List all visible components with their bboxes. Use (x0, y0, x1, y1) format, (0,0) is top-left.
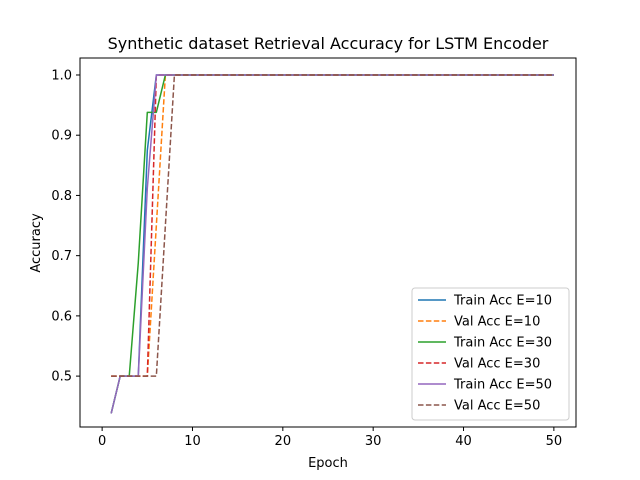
x-axis-label: Epoch (308, 456, 348, 471)
series-layer (110, 74, 554, 414)
legend: Train Acc E=10 Val Acc E=10 Train Acc E=30… (411, 287, 570, 421)
y-tick-label: 0.8 (51, 189, 72, 204)
legend-label-train-acc-e-30: Train Acc E=30 (453, 336, 552, 351)
plot-border (79, 57, 577, 428)
y-tick-label: 0.6 (51, 309, 72, 324)
y-axis: 0.5 0.6 0.7 0.8 0.9 1.0 (51, 68, 80, 385)
legend-label-val-acc-e-10: Val Acc E=10 (454, 315, 540, 330)
chart-title: Synthetic dataset Retrieval Accuracy for… (108, 34, 549, 53)
y-axis-label: Accuracy (29, 213, 44, 273)
legend-label-val-acc-e-30: Val Acc E=30 (454, 357, 540, 372)
x-tick-label: 0 (98, 434, 106, 449)
x-tick-label: 50 (546, 434, 563, 449)
legend-box (411, 287, 570, 421)
y-tick-label: 0.5 (51, 370, 72, 385)
y-tick-label: 0.9 (51, 129, 72, 144)
legend-label-train-acc-e-50: Train Acc E=50 (453, 378, 552, 393)
legend-label-val-acc-e-50: Val Acc E=50 (454, 399, 540, 414)
x-tick-label: 40 (455, 434, 472, 449)
x-tick-label: 20 (275, 434, 292, 449)
legend-label-train-acc-e-10: Train Acc E=10 (453, 294, 552, 309)
series-line-val-acc-e-50 (111, 74, 554, 377)
x-tick-label: 30 (365, 434, 382, 449)
x-tick-label: 10 (184, 434, 201, 449)
x-axis: 0 10 20 30 40 50 (98, 427, 562, 449)
y-tick-label: 1.0 (51, 68, 72, 83)
y-tick-label: 0.7 (51, 249, 72, 264)
